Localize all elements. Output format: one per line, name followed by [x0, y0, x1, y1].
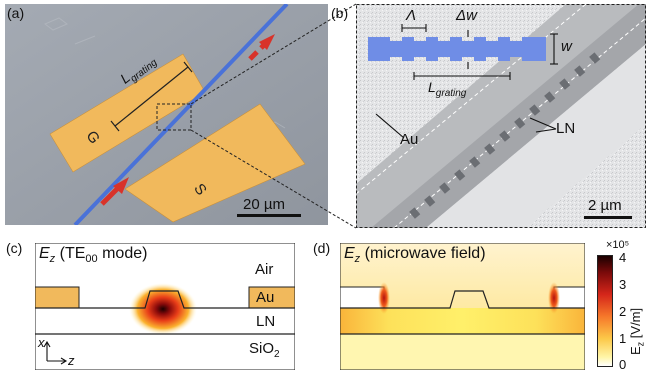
grating-schematic [368, 37, 546, 61]
panel-a: (a) Lgrating G S 20 µm [5, 2, 328, 227]
ln-rib-d [340, 290, 585, 309]
panel-a-label: (a) [7, 5, 25, 21]
panel-d-image [339, 242, 586, 371]
panel-c-image [34, 242, 296, 371]
au-label-c: Au [256, 289, 275, 306]
panel-d-title: Ez (microwave field) [344, 245, 486, 266]
sio2-label: SiO2 [249, 340, 280, 360]
ln-label-b: LN [556, 120, 576, 137]
panel-b-label: (b) [331, 5, 349, 21]
scale-bar-a-label: 20 µm [243, 196, 285, 213]
scale-bar-a [237, 214, 301, 217]
electrode-s [124, 103, 306, 223]
grating-length-label-b: Lgrating [428, 79, 467, 99]
ln-rib-c [35, 290, 295, 309]
width-label: w [561, 38, 572, 55]
au-pad-left-d [339, 286, 385, 309]
zoom-box [156, 103, 192, 131]
panel-d: Ez (microwave field) [339, 242, 586, 371]
grating-dimension-line [114, 66, 189, 127]
grating-teeth [409, 52, 601, 219]
output-arrow [248, 34, 275, 61]
axis-z-label: z [68, 353, 75, 368]
delta-w-label: Δw [456, 7, 477, 24]
panel-c-title: Ez (TE00 mode) [39, 245, 148, 266]
au-pad-left-c [34, 286, 80, 309]
input-arrow [100, 177, 129, 206]
colorbar [597, 255, 613, 367]
panel-c-label: (c) [6, 240, 23, 256]
axis-indicator [43, 340, 68, 365]
colorbar-tick-4: 4 [619, 250, 627, 265]
scale-bar-b [584, 216, 632, 219]
colorbar-ticks: 4 3 2 1 0 [619, 250, 633, 372]
panel-c: Ez (TE00 mode) Air Au LN SiO2 x z [34, 242, 296, 371]
panel-a-image [5, 2, 328, 227]
axis-x-label: x [38, 335, 45, 350]
panel-b-image [355, 0, 647, 229]
colorbar-tick-0: 0 [619, 357, 627, 372]
colorbar-tick-2: 2 [619, 304, 627, 319]
colorbar-exponent: ×10⁵ [606, 239, 630, 251]
air-label: Air [255, 261, 274, 278]
panel-b: (b) Λ Δw w Lgrating Au LN 2 µm [331, 0, 647, 229]
period-label: Λ [406, 7, 417, 24]
colorbar-tick-1: 1 [619, 331, 627, 346]
scale-bar-b-label: 2 µm [588, 197, 622, 214]
au-label: Au [400, 131, 419, 148]
colorbar-tick-3: 3 [619, 277, 627, 292]
panel-d-label: (d) [313, 240, 331, 256]
colorbar-axis-label: Ez [V/m] [628, 307, 646, 355]
ln-label-c: LN [256, 313, 276, 330]
waveguide [73, 2, 289, 227]
